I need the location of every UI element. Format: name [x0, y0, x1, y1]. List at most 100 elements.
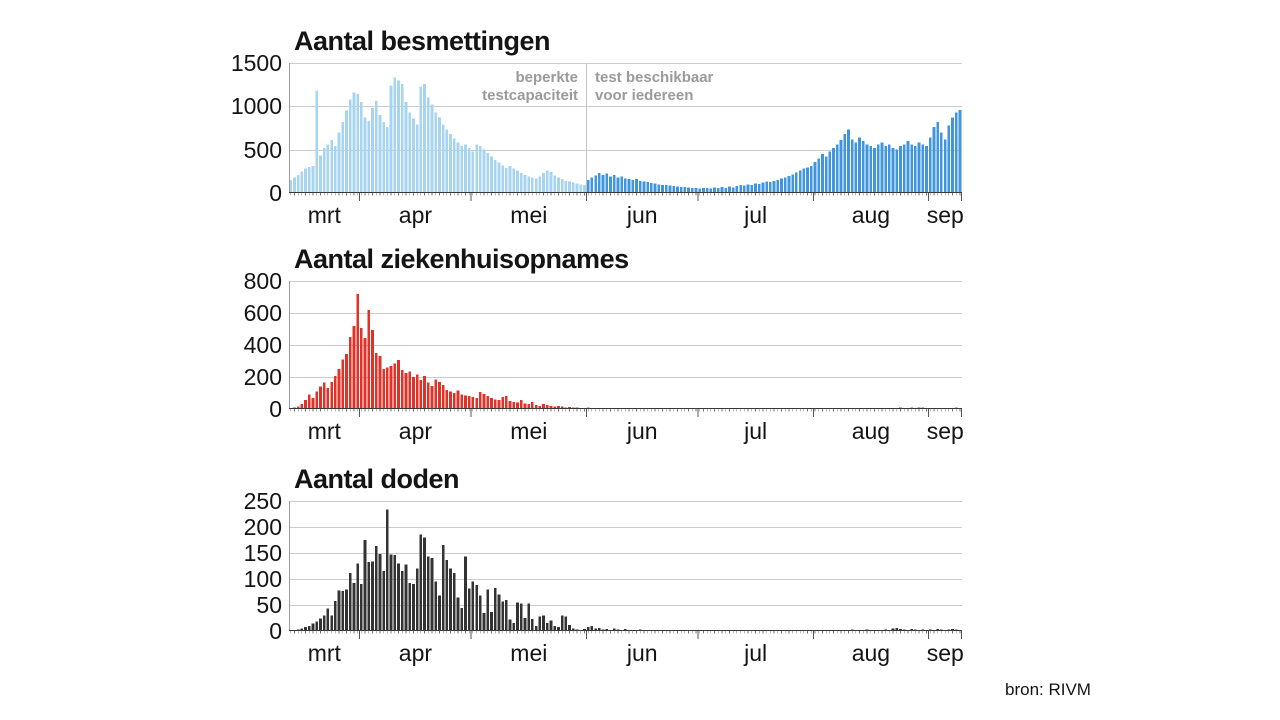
chart-title-ziekenhuisopnames: Aantal ziekenhuisopnames	[294, 244, 629, 274]
bar	[728, 186, 731, 193]
bar	[564, 616, 568, 631]
y-axis-label: 200	[243, 364, 282, 390]
bar	[928, 137, 932, 193]
bar	[623, 628, 627, 631]
annotation-test-available-for-everyone: test beschikbaar voor iedereen	[595, 69, 714, 104]
annotation-limited-test-capacity: beperkte testcapaciteit	[482, 69, 578, 104]
bar	[412, 377, 415, 409]
bar	[553, 175, 557, 193]
bar	[806, 167, 809, 193]
bar	[873, 147, 876, 193]
bar	[404, 102, 408, 193]
bar	[951, 628, 954, 631]
bar	[609, 176, 612, 193]
bar	[486, 153, 490, 193]
bar	[921, 144, 925, 193]
bar	[560, 179, 564, 193]
bar	[936, 628, 940, 631]
bar	[337, 369, 341, 409]
bar	[449, 134, 452, 193]
bar	[438, 381, 441, 409]
y-axis-label: 100	[243, 566, 282, 592]
bar	[940, 132, 943, 193]
bar	[902, 144, 906, 193]
bar	[300, 171, 304, 193]
bar	[850, 139, 854, 193]
bar	[516, 602, 519, 631]
bar	[895, 149, 899, 193]
bar	[605, 628, 609, 631]
bar	[315, 90, 319, 193]
bar	[568, 624, 571, 631]
bar	[542, 404, 545, 409]
bar	[802, 168, 806, 193]
bar	[512, 168, 516, 193]
bar	[464, 556, 467, 631]
bar	[441, 545, 445, 631]
bar	[735, 186, 739, 193]
bar	[434, 581, 438, 631]
bar	[501, 601, 504, 631]
x-axis-label-mrt: mrt	[307, 202, 341, 228]
bar	[464, 144, 467, 193]
bar	[594, 175, 597, 193]
bar	[631, 180, 635, 193]
bar	[832, 147, 835, 193]
x-axis-label-jun: jun	[626, 418, 658, 444]
bar	[906, 141, 910, 193]
bar	[538, 405, 542, 409]
bar	[549, 620, 553, 631]
bar	[501, 165, 504, 193]
x-axis-label-jul: jul	[744, 418, 768, 444]
bar	[951, 117, 954, 193]
bar	[780, 178, 783, 193]
bar	[408, 583, 412, 631]
bar	[936, 121, 940, 193]
bar	[319, 386, 322, 409]
bar	[880, 142, 884, 193]
bar	[876, 144, 880, 193]
bar	[337, 590, 341, 631]
bar	[672, 186, 676, 193]
bar	[516, 402, 519, 409]
bar	[690, 187, 694, 193]
bar	[374, 101, 378, 193]
bar	[702, 188, 705, 193]
y-axis-label: 250	[243, 488, 282, 514]
x-axis-label-jun: jun	[626, 202, 658, 228]
bar	[791, 174, 795, 193]
bar	[512, 401, 516, 409]
bar	[523, 403, 527, 409]
bar	[400, 83, 404, 193]
bar	[497, 400, 501, 409]
bar	[720, 186, 724, 193]
bar	[445, 559, 449, 631]
bar	[884, 146, 887, 193]
bar	[549, 405, 553, 409]
bar	[865, 144, 869, 193]
bar	[408, 112, 412, 193]
bar	[739, 185, 742, 193]
bar	[787, 176, 791, 193]
bar	[847, 129, 850, 193]
bar	[560, 406, 564, 409]
bar	[419, 380, 423, 409]
bar	[352, 583, 356, 631]
bar	[839, 140, 843, 193]
bar	[954, 112, 958, 193]
bar	[475, 585, 478, 631]
bar	[478, 392, 482, 409]
bar	[456, 142, 460, 193]
bar	[311, 397, 315, 409]
bar	[397, 563, 400, 631]
bar	[482, 149, 486, 193]
bar	[490, 156, 493, 193]
bar	[467, 588, 471, 631]
bar	[300, 404, 304, 409]
bar	[899, 628, 902, 631]
bar	[527, 404, 531, 409]
plot-area-ziekenhuisopnames	[289, 281, 962, 419]
bar	[653, 183, 657, 193]
bar	[861, 141, 865, 193]
